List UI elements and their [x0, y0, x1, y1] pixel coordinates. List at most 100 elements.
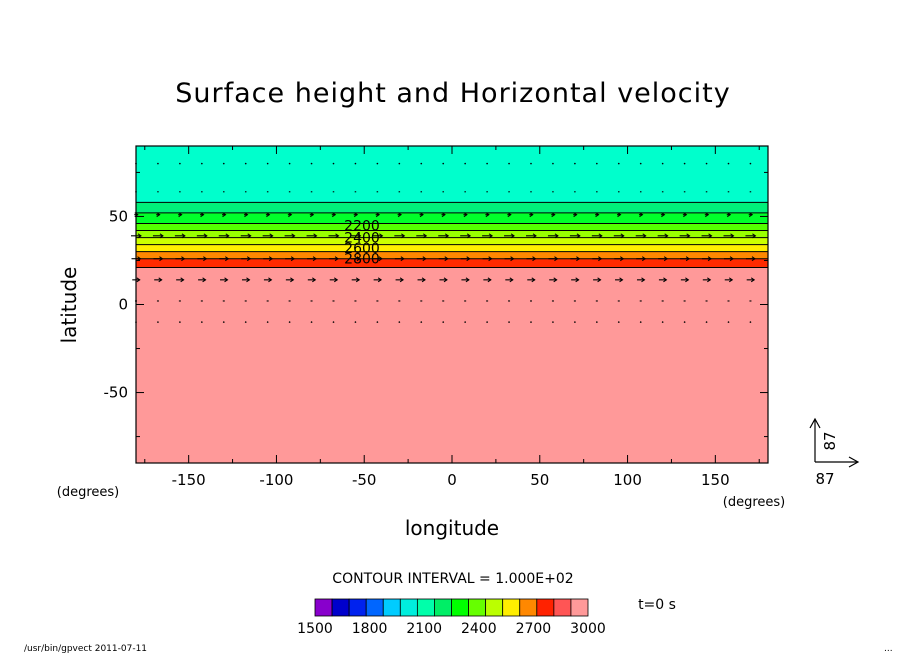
- velocity-vector: [636, 277, 646, 283]
- velocity-vector: [196, 233, 208, 239]
- colorbar-swatch: [399, 598, 418, 617]
- velocity-vector: [307, 277, 317, 283]
- velocity-vector: [309, 212, 315, 218]
- velocity-vector: [530, 162, 532, 165]
- velocity-vector: [486, 321, 488, 323]
- velocity-vector: [285, 277, 295, 283]
- velocity-vector: [153, 256, 164, 262]
- velocity-vector: [201, 162, 203, 165]
- velocity-vector: [288, 162, 291, 165]
- velocity-vector: [727, 321, 730, 323]
- velocity-vector: [460, 256, 471, 262]
- x-tick-label: 100: [613, 471, 642, 489]
- velocity-vector: [262, 233, 274, 239]
- velocity-vector: [285, 256, 296, 262]
- colorbar-swatch: [536, 598, 555, 617]
- velocity-vector: [547, 233, 559, 239]
- colorbar-swatch: [314, 598, 333, 617]
- velocity-vector: [395, 277, 404, 283]
- velocity-vector: [219, 256, 230, 262]
- velocity-vector: [617, 212, 622, 218]
- velocity-vector: [419, 212, 424, 218]
- velocity-vector: [745, 256, 756, 262]
- colorbar-label: 2700: [516, 621, 552, 637]
- velocity-vector: [724, 277, 734, 283]
- colorbar-swatch: [570, 598, 589, 617]
- colorbar-swatch: [519, 598, 538, 617]
- velocity-vector: [570, 256, 581, 262]
- velocity-vector: [702, 256, 712, 262]
- velocity-vector: [266, 321, 269, 323]
- velocity-vector: [702, 277, 712, 283]
- velocity-vector: [417, 277, 426, 283]
- velocity-vector: [442, 321, 445, 323]
- velocity-vector: [482, 256, 493, 262]
- height-band: [136, 267, 768, 463]
- velocity-vector: [596, 162, 598, 165]
- velocity-vector: [372, 233, 384, 239]
- velocity-vector: [614, 256, 625, 262]
- colorbar-swatch: [451, 598, 469, 617]
- velocity-vector: [397, 212, 402, 218]
- height-bands: [136, 146, 768, 463]
- velocity-vector: [613, 233, 625, 239]
- velocity-vector: [504, 233, 515, 239]
- velocity-vector: [179, 162, 181, 165]
- contour-label: 2200: [344, 218, 380, 234]
- velocity-vector: [198, 277, 207, 283]
- velocity-vector: [222, 162, 225, 165]
- colorbar-swatch: [468, 598, 487, 617]
- velocity-vector: [376, 321, 379, 323]
- velocity-vector: [680, 256, 691, 262]
- velocity-vector: [748, 212, 754, 218]
- velocity-vector: [243, 212, 249, 218]
- velocity-vector: [549, 277, 558, 283]
- velocity-vector: [331, 212, 337, 218]
- velocity-vector: [307, 256, 317, 262]
- velocity-vector: [745, 233, 757, 239]
- velocity-vector: [701, 233, 713, 239]
- height-band: [136, 212, 768, 224]
- x-tick-label: 150: [701, 471, 730, 489]
- velocity-vector: [552, 321, 554, 323]
- contour-interval-text: CONTOUR INTERVAL = 1.000E+02: [332, 571, 573, 587]
- velocity-vector: [552, 162, 554, 165]
- velocity-vector: [660, 212, 666, 218]
- velocity-vector: [328, 233, 340, 239]
- velocity-vector: [201, 321, 203, 323]
- y-axis-label: latitude: [57, 267, 81, 344]
- velocity-vector: [595, 212, 600, 218]
- velocity-vector: [683, 162, 686, 165]
- velocity-vector: [680, 277, 690, 283]
- velocity-vector: [461, 277, 470, 283]
- velocity-vector: [394, 256, 405, 262]
- colorbar-label: 1500: [297, 621, 333, 637]
- velocity-vector: [724, 256, 734, 262]
- velocity-vector: [464, 162, 466, 165]
- velocity-vector: [569, 233, 581, 239]
- x-unit-label: (degrees): [723, 495, 785, 510]
- velocity-vector: [615, 277, 624, 283]
- velocity-vector: [265, 212, 271, 218]
- velocity-vector: [157, 162, 159, 165]
- colorbar-label: 2100: [406, 621, 442, 637]
- velocity-vector: [241, 256, 252, 262]
- y-tick-label: 50: [109, 207, 128, 225]
- velocity-vector: [679, 233, 691, 239]
- velocity-vector: [222, 321, 225, 323]
- velocity-vector: [332, 321, 335, 323]
- x-tick-label: -150: [172, 471, 206, 489]
- velocity-vector: [354, 162, 357, 165]
- velocity-vector: [636, 256, 647, 262]
- velocity-vector: [354, 321, 357, 323]
- x-tick-label: 0: [447, 471, 457, 489]
- colorbar-labels: 1500 1800 2100 2400 2700 3000: [297, 621, 606, 637]
- colorbar-label: 1800: [352, 621, 388, 637]
- velocity-vector: [222, 212, 227, 218]
- velocity-vector: [617, 321, 620, 323]
- velocity-vector: [746, 277, 756, 283]
- velocity-vector: [179, 321, 181, 323]
- velocity-vector: [551, 212, 556, 218]
- velocity-vector: [310, 321, 313, 323]
